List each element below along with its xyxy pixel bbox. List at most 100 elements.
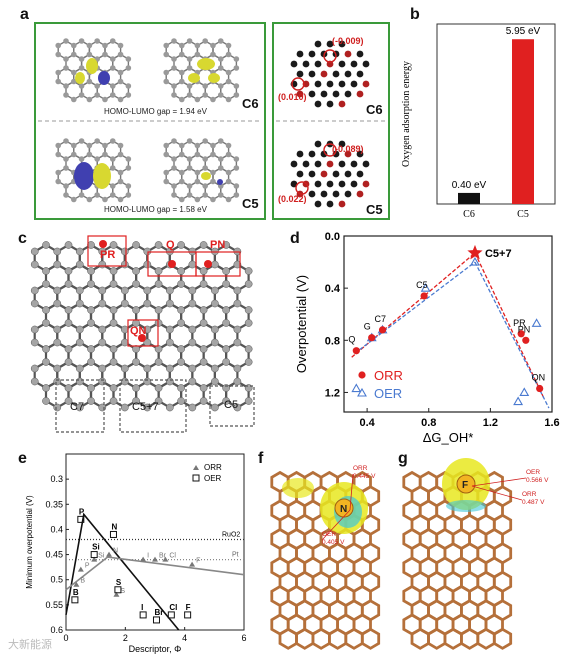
dopant-label-F: F <box>462 480 468 491</box>
annotation-0: OER <box>526 469 540 476</box>
chart-e-ytick: 0.3 <box>50 474 63 484</box>
c5-label: C5 <box>242 196 259 211</box>
annotation-1: ORR <box>522 491 537 498</box>
site-box-QN <box>127 319 159 347</box>
chart-d-orr-point <box>368 334 376 342</box>
density-yellow-2 <box>282 478 314 498</box>
chart-e-ruo2-label: RuO2 <box>222 531 240 538</box>
panel-a-charges: (-0.009) (0.010) C6 (-0.089) (0.022) C5 <box>272 22 390 220</box>
chart-b-frame <box>436 23 556 205</box>
chart-e-orr-point <box>91 556 98 562</box>
annotation-pointer <box>349 473 354 511</box>
chart-b-bar-C6 <box>458 192 480 204</box>
chart-d-xtick: 0.8 <box>421 417 436 429</box>
chart-d-point-label: PR <box>513 318 526 328</box>
chart-e-oer-label: F <box>186 603 191 612</box>
chart-e-orr-label: P <box>85 563 90 570</box>
site-box-PN <box>195 251 241 277</box>
chart-e-oer-point <box>77 515 85 523</box>
molecule-c6-lumo <box>163 38 240 103</box>
chart-d-ytick: 0.0 <box>325 231 340 243</box>
chart-e-oer-point <box>184 611 192 619</box>
chart-d-xtick: 1.2 <box>483 417 498 429</box>
annotation-0: 0.566 V <box>526 477 549 484</box>
dopant-atom <box>99 240 107 248</box>
chart-e-orr-label: Cl <box>169 553 176 560</box>
dopant-atom <box>168 260 176 268</box>
chart-e-oer-point <box>71 596 79 604</box>
chart-d-xlabel: ΔG_OH* <box>423 430 474 445</box>
chart-b-xtick-C6: C6 <box>463 209 475 220</box>
annotation-1: OER <box>322 531 336 538</box>
chart-d-point-label: C7 <box>375 314 387 324</box>
chart-e-descriptor: 0 2 4 6 0.3 0.35 0.4 0.45 0.5 0.55 0.6 Minimum over… <box>25 453 247 654</box>
site-label-PN: PN <box>210 239 225 251</box>
chart-e-orr-point <box>162 556 169 562</box>
chart-d-point-label: C5+7 <box>485 248 512 260</box>
panel-letter-b: b <box>410 6 420 23</box>
site-box-C5 <box>209 385 255 427</box>
chart-e-ytick: 0.35 <box>45 499 63 509</box>
c6-gap-text: HOMO-LUMO gap = 1.94 eV <box>104 107 208 116</box>
molecule-c5-homo <box>55 138 132 203</box>
chart-d-ylabel: Overpotential (V) <box>294 275 309 373</box>
chart-b-bar-C5 <box>512 39 534 204</box>
chart-e-oer-point <box>152 616 160 624</box>
chart-d-legend-oer: OER <box>374 386 402 401</box>
site-label-C7: C7 <box>70 401 84 413</box>
chart-d-point-label: C5 <box>416 280 428 290</box>
chart-d-frame <box>343 235 553 413</box>
chart-e-oer-label: N <box>111 522 117 531</box>
dopant-atom <box>138 334 146 342</box>
chart-e-orr-label: N <box>113 548 118 555</box>
chart-d-oer-fit-right <box>474 261 550 409</box>
chart-e-pt-label: Pt <box>232 552 239 559</box>
chart-d-oer-point <box>351 383 362 393</box>
panel-letter-e: e <box>18 450 27 467</box>
chart-d-xtick: 1.6 <box>544 417 559 429</box>
chart-e-orr-point <box>189 561 196 567</box>
lattice <box>30 241 253 412</box>
chart-e-oer-label: B <box>73 588 79 597</box>
chart-e-legend-orr-marker <box>193 465 199 470</box>
site-label-Q: Q <box>166 239 175 251</box>
chart-d-xtick: 0.4 <box>359 417 375 429</box>
dopant-atom-F <box>456 474 476 494</box>
chart-e-xtick: 6 <box>241 633 246 643</box>
chart-e-oer-label: Br <box>154 608 163 617</box>
chart-e-orr-label: B <box>80 578 85 585</box>
chart-e-oer-point <box>167 611 175 619</box>
chart-e-legend-oer-marker <box>192 474 200 482</box>
chart-e-orr-point <box>152 556 158 562</box>
chart-e-xtick: 2 <box>123 633 128 643</box>
chart-d-legend-orr: ORR <box>374 368 403 383</box>
chart-d-oer-point <box>531 318 542 327</box>
chart-e-orr-label: S <box>120 588 125 595</box>
panel-letter-c: c <box>18 230 27 247</box>
chart-e-orr-point <box>73 581 80 587</box>
chart-e-oer-label: Si <box>92 543 100 552</box>
chart-d-volcano: 0.4 0.8 1.2 1.6 0.0 0.4 0.8 1.2 Overpotential (V… <box>294 231 560 445</box>
chart-e-xlabel: Descriptor, Φ <box>129 644 182 654</box>
chart-e-orr-point <box>106 551 113 557</box>
chart-d-ytick: 0.4 <box>325 283 341 295</box>
chart-d-oer-point <box>519 387 530 396</box>
chart-e-legend-orr: ORR <box>204 463 222 472</box>
chart-d-orr-point <box>517 330 525 338</box>
chart-b-ylabel: Oxygen adsorption energy <box>401 61 412 167</box>
chart-e-orr-label: I <box>147 553 149 560</box>
chart-d-point-label: QN <box>532 373 546 383</box>
panel-letter-f: f <box>258 450 264 467</box>
panel-letter-a: a <box>20 6 29 23</box>
chart-d-point-label: Q <box>348 335 355 345</box>
chart-e-orr-point <box>77 566 84 572</box>
chart-d-orr-point-star <box>467 244 483 260</box>
c5-charge-2: (0.022) <box>278 194 307 204</box>
annotation-1: 0.487 V <box>522 499 545 506</box>
site-label-C5: C5 <box>224 399 238 411</box>
chart-d-orr-point <box>536 384 544 393</box>
chart-e-ytick: 0.5 <box>50 575 63 585</box>
chart-e-oer-point <box>139 611 147 619</box>
